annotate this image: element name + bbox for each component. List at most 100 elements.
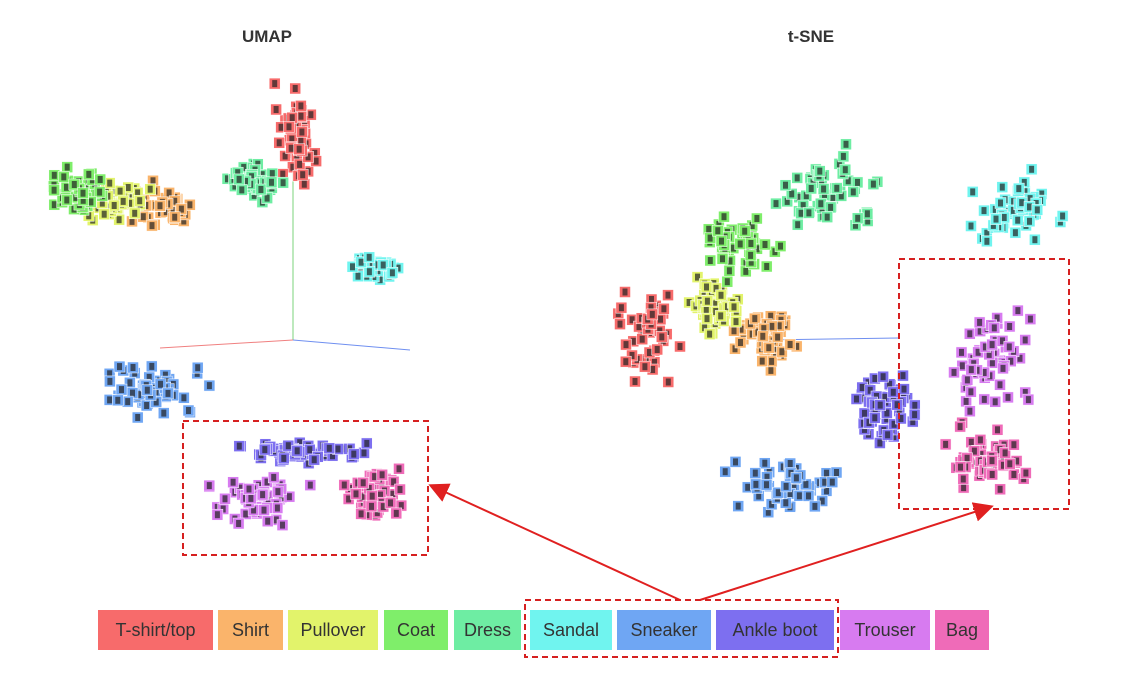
thumbnail-glyph bbox=[986, 350, 992, 358]
thumbnail-glyph bbox=[380, 261, 386, 269]
thumbnail-glyph bbox=[775, 489, 781, 497]
thumbnail-glyph bbox=[971, 360, 977, 368]
legend-swatch bbox=[716, 610, 834, 650]
thumbnail-glyph bbox=[237, 484, 243, 492]
thumbnail-glyph bbox=[366, 268, 372, 276]
thumbnail-glyph bbox=[742, 227, 748, 235]
thumbnail-glyph bbox=[286, 493, 292, 501]
thumbnail-glyph bbox=[149, 222, 155, 230]
thumbnail-glyph bbox=[311, 456, 317, 464]
thumbnail-glyph bbox=[884, 415, 890, 423]
thumbnail-glyph bbox=[351, 450, 357, 458]
thumbnail-glyph bbox=[803, 192, 809, 200]
thumbnail-glyph bbox=[158, 380, 163, 388]
thumbnail-glyph bbox=[294, 447, 300, 455]
thumbnail-glyph bbox=[1015, 307, 1021, 315]
thumbnail-glyph bbox=[650, 366, 656, 373]
thumbnail-glyph bbox=[721, 213, 727, 221]
thumbnail-glyph bbox=[872, 375, 878, 382]
thumbnail-glyph bbox=[834, 184, 840, 192]
thumbnail-glyph bbox=[292, 85, 298, 92]
thumbnail-glyph bbox=[838, 192, 844, 200]
thumbnail-glyph bbox=[301, 180, 307, 188]
thumbnail-glyph bbox=[150, 177, 156, 185]
thumbnail-glyph bbox=[754, 215, 760, 222]
thumbnail-glyph bbox=[659, 333, 665, 341]
thumbnail-glyph bbox=[773, 200, 779, 208]
thumbnail-glyph bbox=[116, 216, 122, 224]
thumbnail-glyph bbox=[836, 160, 842, 168]
thumbnail-glyph bbox=[73, 193, 79, 201]
thumbnail-glyph bbox=[730, 244, 736, 252]
thumbnail-glyph bbox=[867, 386, 873, 394]
thumbnail-glyph bbox=[865, 379, 871, 387]
thumbnail-glyph bbox=[993, 215, 999, 223]
thumbnail-glyph bbox=[768, 366, 774, 374]
thumbnail-glyph bbox=[355, 272, 361, 280]
thumbnail-glyph bbox=[88, 198, 94, 206]
thumbnail-glyph bbox=[379, 471, 385, 479]
thumbnail-glyph bbox=[271, 473, 277, 481]
thumbnail-glyph bbox=[258, 186, 264, 193]
thumbnail-glyph bbox=[1027, 203, 1032, 211]
thumbnail-glyph bbox=[366, 253, 372, 261]
thumbnail-glyph bbox=[398, 502, 404, 510]
thumbnail-glyph bbox=[214, 503, 220, 511]
thumbnail-glyph bbox=[274, 504, 280, 512]
thumbnail-glyph bbox=[241, 163, 247, 171]
thumbnail-glyph bbox=[1011, 441, 1017, 449]
thumbnail-glyph bbox=[806, 209, 812, 217]
thumbnail-glyph bbox=[206, 482, 212, 490]
thumbnail-glyph bbox=[64, 163, 70, 171]
thumbnail-glyph bbox=[275, 488, 281, 496]
thumbnail-glyph bbox=[172, 213, 178, 221]
thumbnail-glyph bbox=[830, 195, 836, 202]
thumbnail-glyph bbox=[891, 433, 897, 440]
thumbnail-glyph bbox=[987, 372, 993, 380]
thumbnail-glyph bbox=[364, 439, 370, 447]
thumbnail-glyph bbox=[1027, 195, 1033, 203]
legend-swatch bbox=[384, 610, 448, 650]
thumbnail-glyph bbox=[278, 123, 284, 131]
thumbnail-glyph bbox=[824, 213, 830, 221]
thumbnail-glyph bbox=[181, 217, 187, 225]
thumbnail-glyph bbox=[731, 327, 737, 335]
thumbnail-glyph bbox=[1022, 187, 1028, 195]
thumbnail-glyph bbox=[738, 339, 743, 346]
thumbnail-glyph bbox=[982, 343, 988, 351]
thumbnail-glyph bbox=[1022, 389, 1028, 396]
thumbnail-glyph bbox=[718, 291, 724, 299]
thumbnail-glyph bbox=[890, 388, 896, 396]
thumbnail-glyph bbox=[1025, 396, 1031, 404]
thumbnail-glyph bbox=[1016, 185, 1022, 193]
thumbnail-glyph bbox=[161, 409, 167, 417]
thumbnail-glyph bbox=[901, 385, 907, 393]
thumbnail-glyph bbox=[900, 372, 906, 380]
thumbnail-glyph bbox=[748, 240, 754, 247]
thumbnail-glyph bbox=[724, 278, 730, 286]
thumbnail-glyph bbox=[130, 364, 136, 371]
thumbnail-glyph bbox=[764, 263, 770, 270]
thumbnail-glyph bbox=[243, 510, 249, 518]
thumbnail-glyph bbox=[144, 386, 150, 394]
thumbnail-glyph bbox=[779, 348, 785, 356]
legend-swatch bbox=[935, 610, 989, 650]
thumbnail-glyph bbox=[775, 333, 781, 341]
thumbnail-glyph bbox=[361, 449, 367, 457]
thumbnail-glyph bbox=[181, 394, 187, 402]
thumbnail-glyph bbox=[276, 139, 282, 147]
thumbnail-glyph bbox=[262, 446, 268, 454]
thumbnail-glyph bbox=[99, 199, 105, 207]
thumbnail-glyph bbox=[358, 258, 364, 266]
thumbnail-glyph bbox=[984, 229, 990, 237]
thumbnail-glyph bbox=[752, 315, 758, 323]
embedding-points bbox=[47, 77, 1069, 531]
thumbnail-glyph bbox=[246, 485, 252, 493]
thumbnail-glyph bbox=[787, 341, 793, 348]
thumbnail-glyph bbox=[163, 208, 169, 216]
thumbnail-glyph bbox=[71, 181, 77, 188]
thumbnail-glyph bbox=[822, 478, 828, 486]
thumbnail-glyph bbox=[707, 234, 713, 242]
thumbnail-glyph bbox=[819, 497, 825, 505]
thumbnail-glyph bbox=[978, 451, 984, 459]
